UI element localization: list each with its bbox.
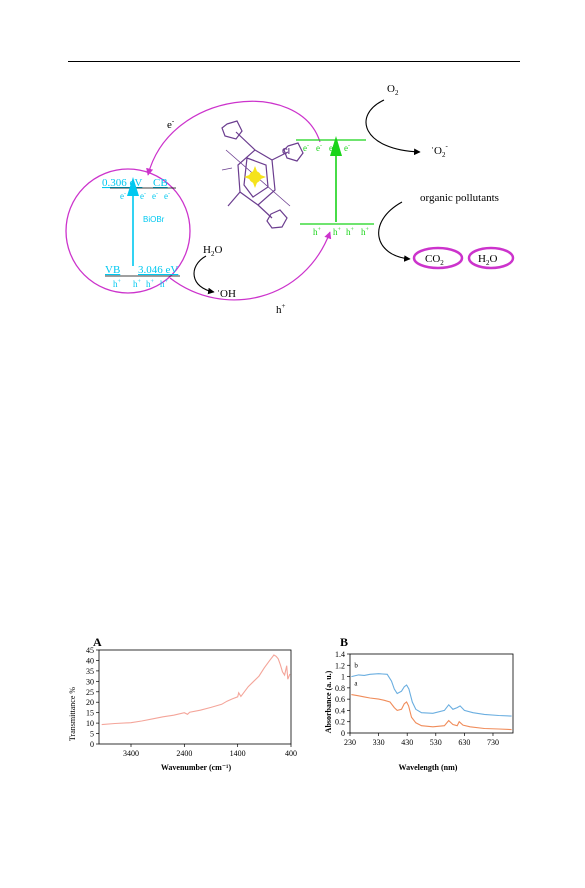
chart-b-ytick-label: 0.8 (335, 684, 345, 693)
chart-a-ytick-label: 10 (86, 719, 94, 728)
co2-bubble (412, 246, 464, 270)
cl-label: Cl (282, 147, 290, 156)
hydroxyl-label: ·OH (217, 286, 236, 300)
hole-transfer-arc (169, 231, 332, 301)
chart-a-ftir: A Transmittance % Wavenumber (cm⁻¹) 05 10… (68, 635, 297, 772)
cb-energy-label: 0.306 eV (102, 177, 142, 189)
chart-b-xtick-label: 530 (430, 738, 442, 747)
o2-reduction-arrow (365, 99, 421, 156)
porphyrin-bands: e- e- e- e- h+ h+ h+ h+ (296, 136, 374, 237)
co2-label: CO2 (425, 253, 444, 267)
chart-a-ytick-label: 35 (86, 667, 94, 676)
svg-text:e-: e- (120, 191, 126, 201)
svg-text:h+: h+ (113, 279, 122, 289)
chart-a-ytick-label: 40 (86, 656, 94, 665)
chart-a-ytick-label: 0 (90, 740, 94, 749)
chart-b-plot-frame (349, 653, 514, 734)
chart-b-ytick-label: 0.6 (335, 695, 345, 704)
panel-a-label: A (93, 635, 102, 649)
chart-a-xtick-label: 1400 (230, 749, 246, 758)
homo-holes: h+ h+ h+ h+ (313, 227, 370, 237)
chart-a-ytick-label: 15 (86, 709, 94, 718)
chart-b-uvvis: B Absorbance (a. u.) Wavelength (nm) 0 0.… (324, 635, 514, 772)
chart-b-xtick-label: 630 (458, 738, 470, 747)
chart-b-xtick-label: 730 (487, 738, 499, 747)
porphyrin-molecule (221, 120, 304, 229)
chart-b-ylabel: Absorbance (a. u.) (324, 670, 333, 733)
chart-a-plot-frame (98, 649, 292, 745)
biobr-label: BiOBr (143, 215, 165, 224)
panel-b-label: B (340, 635, 348, 649)
chart-b-ytick-label: 1.2 (335, 661, 345, 670)
h2o-bubble (467, 246, 515, 270)
vb-holes: h+ h+ h+ h+ (113, 279, 169, 289)
metal-center-star-icon (244, 166, 266, 188)
water-label: H2O (203, 244, 222, 258)
superoxide-label: ·O2- (431, 142, 448, 159)
vb-energy-label: 3.046 eV (138, 264, 178, 276)
cb-label: CB (153, 177, 168, 189)
excitation-arrow-head (127, 177, 139, 196)
chart-a-ytick-label: 5 (90, 730, 94, 739)
svg-text:e-: e- (164, 191, 170, 201)
h2o-product-label: H2O (478, 253, 497, 267)
svg-text:h+: h+ (146, 279, 155, 289)
chart-b-ytick-label: 0 (341, 729, 345, 738)
chart-b-series-line-a (351, 694, 512, 731)
vb-label: VB (105, 264, 120, 276)
chart-a-xtick-label: 3400 (123, 749, 139, 758)
svg-text:h+: h+ (160, 279, 169, 289)
chart-b-series-label: b (354, 662, 358, 670)
lumo-electrons: e- e- e- e- (303, 143, 350, 153)
header-rule (68, 61, 520, 62)
chart-a-xtick-label: 2400 (176, 749, 192, 758)
chart-a-series-line (101, 654, 291, 726)
svg-text:e-: e- (140, 191, 146, 201)
svg-text:e-: e- (303, 143, 309, 153)
chart-a-ylabel: Transmittance % (68, 687, 77, 741)
svg-text:h+: h+ (313, 227, 322, 237)
svg-text:h+: h+ (333, 227, 342, 237)
biobr-circle (65, 168, 191, 294)
biobr-bands: 0.306 eV CB e- e- e- e- BiOBr VB 3.046 e… (102, 177, 180, 289)
chart-a-ytick-label: 20 (86, 698, 94, 707)
chart-b-series-line-b (351, 673, 512, 717)
organic-pollutants-label: organic pollutants (420, 192, 499, 204)
chart-b-series-label: a (354, 680, 358, 688)
svg-text:e-: e- (316, 143, 322, 153)
chart-a-xtick-label: 400 (285, 749, 297, 758)
svg-text:e-: e- (344, 143, 350, 153)
chart-b-ytick-label: 1.4 (335, 650, 345, 659)
porphyrin-excitation-head (330, 136, 342, 156)
chart-a-ytick-label: 25 (86, 688, 94, 697)
degradation-arrow (378, 201, 411, 262)
chart-a-ytick-label: 45 (86, 646, 94, 655)
chart-b-xlabel: Wavelength (nm) (399, 763, 458, 772)
chart-b-ytick-label: 1 (341, 673, 345, 682)
chart-b-xtick-label: 230 (344, 738, 356, 747)
chart-b-xtick-label: 430 (401, 738, 413, 747)
mechanism-diagram: e- h+ 0.306 eV CB e- e- e- e- BiOBr VB 3… (65, 83, 515, 316)
cb-electrons: e- e- e- e- (120, 191, 170, 201)
chart-b-ytick-label: 0.2 (335, 718, 345, 727)
svg-text:h+: h+ (346, 227, 355, 237)
electron-transfer-arc (146, 100, 321, 176)
hole-transfer-label: h+ (276, 302, 286, 316)
chart-b-xtick-label: 330 (373, 738, 385, 747)
svg-text:e-: e- (152, 191, 158, 201)
chart-b-ytick-label: 0.4 (335, 706, 345, 715)
chart-a-xlabel: Wavenumber (cm⁻¹) (161, 763, 232, 772)
svg-text:h+: h+ (133, 279, 142, 289)
o2-label: O2 (387, 83, 399, 97)
water-oxidation-arrow (193, 255, 215, 295)
electron-transfer-label: e- (167, 117, 175, 131)
svg-text:h+: h+ (361, 227, 370, 237)
chart-a-ytick-label: 30 (86, 677, 94, 686)
